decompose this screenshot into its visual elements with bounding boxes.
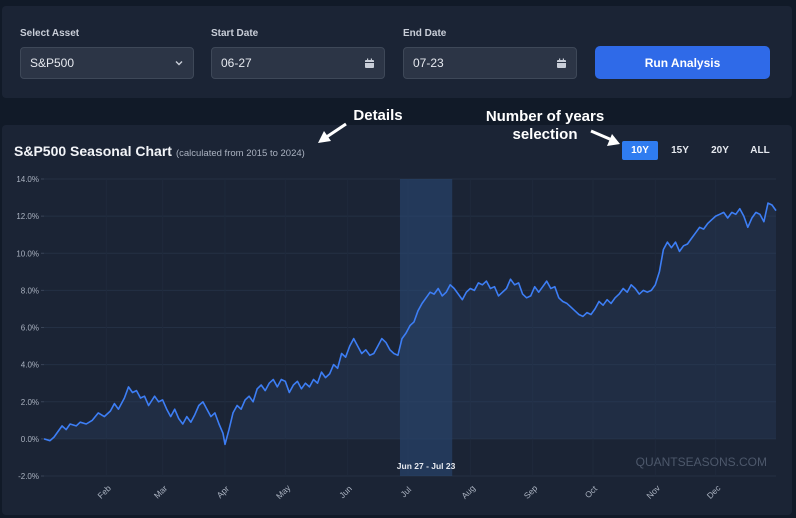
x-tick-label: Nov (644, 482, 662, 500)
annotation-years-line1: Number of years (485, 108, 605, 125)
y-tick-label: 14.0% (16, 175, 39, 184)
arrow-icon (318, 122, 347, 143)
calendar-icon[interactable] (364, 58, 375, 69)
x-tick-label: Feb (96, 483, 114, 501)
x-tick-label: Jun (337, 483, 354, 500)
end-date-input[interactable]: 07-23 (403, 47, 577, 79)
x-tick-label: May (274, 482, 293, 501)
year-button-15y[interactable]: 15Y (662, 141, 698, 160)
x-tick-label: Apr (215, 484, 232, 501)
run-analysis-button[interactable]: Run Analysis (595, 46, 770, 79)
calendar-icon[interactable] (556, 58, 567, 69)
y-tick-label: 0.0% (21, 435, 39, 444)
asset-value: S&P500 (30, 56, 75, 70)
series-area (44, 203, 776, 445)
chevron-down-icon (174, 58, 184, 68)
arrow-icon (590, 129, 620, 146)
series-line (43, 202, 777, 446)
year-button-10y[interactable]: 10Y (622, 141, 658, 160)
start-date-input[interactable]: 06-27 (211, 47, 385, 79)
year-button-20y[interactable]: 20Y (702, 141, 738, 160)
x-tick-label: Aug (459, 483, 477, 501)
start-date-control: Start Date 06-27 (211, 28, 385, 79)
chart-subtitle: (calculated from 2015 to 2024) (175, 148, 305, 159)
start-date-value: 06-27 (221, 56, 252, 70)
x-tick-label: Jul (398, 484, 413, 499)
x-tick-label: Oct (583, 483, 600, 500)
y-tick-label: 10.0% (16, 249, 39, 258)
watermark: QUANTSEASONS.COM (636, 455, 767, 469)
x-tick-label: Mar (152, 483, 170, 501)
annotation-details: Details (353, 107, 403, 124)
asset-label: Select Asset (20, 28, 80, 39)
y-tick-label: -2.0% (18, 472, 39, 481)
y-tick-label: 12.0% (16, 212, 39, 221)
controls-panel: Select Asset S&P500 Start Date 06-27 End… (2, 6, 792, 98)
end-date-control: End Date 07-23 (403, 28, 577, 79)
chart-title-text: S&P500 Seasonal Chart (14, 143, 172, 159)
asset-select[interactable]: S&P500 (20, 47, 194, 79)
x-tick-label: Dec (705, 482, 723, 500)
year-button-all[interactable]: ALL (742, 141, 778, 160)
x-tick-label: Sep (522, 483, 540, 501)
chart-title: S&P500 Seasonal Chart (calculated from 20… (14, 143, 305, 159)
year-selector: 10Y 15Y 20Y ALL (622, 141, 778, 160)
y-tick-label: 2.0% (21, 398, 39, 407)
start-date-label: Start Date (211, 28, 259, 39)
chart-panel: S&P500 Seasonal Chart (calculated from 20… (2, 125, 792, 515)
y-tick-label: 6.0% (21, 324, 39, 333)
y-tick-label: 8.0% (21, 286, 39, 295)
end-date-value: 07-23 (413, 56, 444, 70)
y-tick-label: 4.0% (21, 361, 39, 370)
asset-control: Select Asset S&P500 (20, 28, 194, 79)
annotation-years-line2: selection (512, 126, 578, 143)
highlight-label: Jun 27 - Jul 23 (397, 461, 456, 471)
end-date-label: End Date (403, 28, 447, 39)
